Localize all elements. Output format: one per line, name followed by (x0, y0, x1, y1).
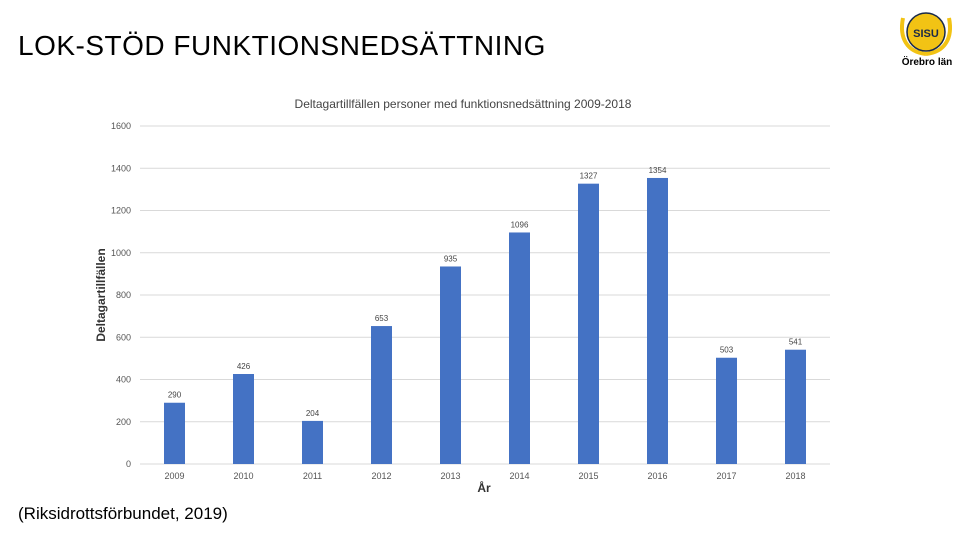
data-label-2011: 204 (306, 409, 320, 418)
logo-laurel-right (925, 17, 952, 56)
y-tick-label: 1600 (111, 121, 131, 131)
x-tick-label-2015: 2015 (578, 471, 598, 481)
bar-2013 (440, 266, 461, 464)
bar-2009 (164, 402, 185, 464)
bar-2015 (578, 183, 599, 464)
x-axis-ticks: 2009 2010 2011 2012 2013 2014 2015 2016 2017 2018 (164, 471, 805, 481)
bar-2010 (233, 374, 254, 464)
data-label-2013: 935 (444, 254, 458, 263)
y-tick-label: 1400 (111, 163, 131, 173)
logo-mark-text: SISU (913, 28, 939, 40)
y-tick-label: 0 (126, 459, 131, 469)
y-tick-label: 600 (116, 332, 131, 342)
logo-laurel-left (900, 17, 927, 56)
data-label-2012: 653 (375, 314, 389, 323)
x-tick-label-2014: 2014 (509, 471, 529, 481)
chart-title: Deltagartillfällen personer med funktion… (295, 97, 632, 111)
bar-2012 (371, 326, 392, 464)
data-label-2009: 290 (168, 391, 182, 400)
logo-emblem (906, 12, 946, 52)
source-citation: (Riksidrottsförbundet, 2019) (18, 504, 228, 523)
x-tick-label-2013: 2013 (440, 471, 460, 481)
data-label-2010: 426 (237, 362, 251, 371)
chart-bars (164, 177, 806, 464)
bar-2018 (785, 349, 806, 464)
x-tick-label-2010: 2010 (233, 471, 253, 481)
data-label-2017: 503 (720, 346, 734, 355)
data-label-2014: 1096 (511, 220, 529, 229)
logo-text: Örebro län (901, 57, 953, 68)
x-tick-label-2018: 2018 (785, 471, 805, 481)
x-tick-label-2017: 2017 (716, 471, 736, 481)
bar-2014 (509, 232, 530, 464)
data-labels: 290 426 204 653 935 1096 1327 1354 503 541 (168, 166, 803, 418)
y-tick-label: 1000 (111, 248, 131, 258)
x-tick-label-2011: 2011 (303, 471, 322, 481)
y-tick-label: 200 (116, 417, 131, 427)
chart-gridlines (140, 125, 830, 465)
y-tick-label: 400 (116, 375, 131, 385)
y-axis-ticks: 0 200 400 600 800 1000 1200 1400 1600 (111, 121, 131, 469)
data-label-2015: 1327 (580, 172, 598, 181)
bar-2016 (647, 177, 668, 464)
y-tick-label: 800 (116, 290, 131, 300)
slide-title: LOK-STÖD FUNKTIONSNEDSÄTTNING (18, 30, 546, 61)
x-tick-label-2012: 2012 (371, 471, 391, 481)
bar-2011 (302, 420, 323, 464)
sisu-logo: SISU (900, 12, 952, 56)
y-axis-label: Deltagartillfällen (94, 248, 108, 341)
x-tick-label-2009: 2009 (164, 471, 184, 481)
x-axis-label: År (477, 480, 491, 495)
data-label-2018: 541 (789, 338, 803, 347)
x-tick-label-2016: 2016 (647, 471, 667, 481)
data-label-2016: 1354 (649, 166, 667, 175)
bar-2017 (716, 357, 737, 464)
y-tick-label: 1200 (111, 206, 131, 216)
